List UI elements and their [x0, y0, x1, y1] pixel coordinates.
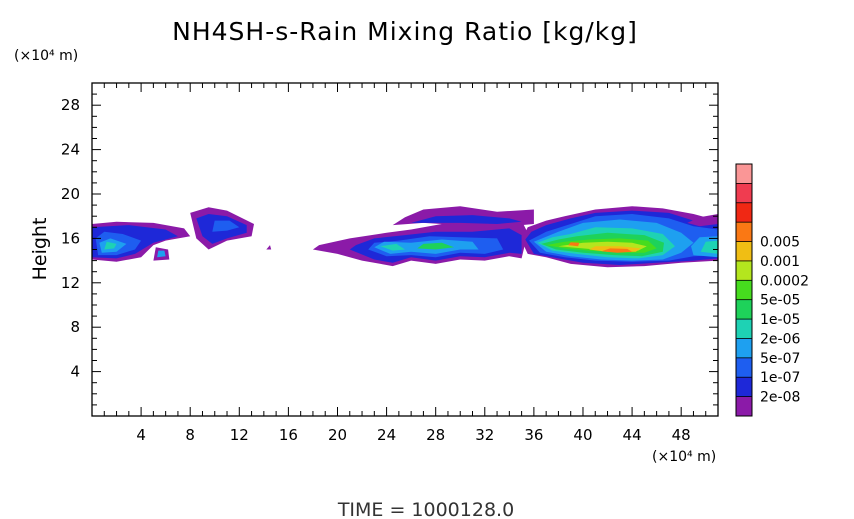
- x-tick-label: 4: [136, 426, 146, 444]
- colorbar-swatch: [736, 183, 752, 203]
- x-tick-label: 48: [672, 426, 691, 444]
- colorbar-label: 0.005: [760, 235, 800, 251]
- x-tick-label: 28: [426, 426, 445, 444]
- colorbar-swatch: [736, 202, 752, 223]
- colorbar-swatch: [736, 319, 752, 339]
- contour-region-4: [104, 241, 117, 250]
- x-tick-label: 12: [230, 426, 249, 444]
- contour-region-32: [687, 214, 718, 227]
- x-axis-unit: (×10⁴ m): [652, 449, 716, 465]
- time-footer: TIME = 1000128.0: [337, 499, 514, 519]
- x-tick-label: 40: [573, 426, 592, 444]
- contour-region-28: [601, 248, 633, 253]
- x-tick-label: 32: [475, 426, 494, 444]
- x-tick-label: 20: [328, 426, 347, 444]
- contour-region-18: [411, 215, 522, 224]
- x-tick-label: 44: [623, 426, 642, 444]
- contour-region-15: [380, 243, 405, 251]
- chart-title: NH4SH-s-Rain Mixing Ratio [kg/kg]: [172, 17, 638, 46]
- contour-region-10: [266, 245, 272, 250]
- colorbar-swatch: [736, 164, 752, 184]
- x-tick-label: 36: [524, 426, 543, 444]
- colorbar-label: 0.0002: [760, 273, 809, 289]
- y-tick-label: 12: [61, 274, 80, 292]
- colorbar-label: 1e-07: [760, 370, 800, 386]
- y-tick-label: 28: [61, 96, 80, 114]
- x-tick-label: 8: [185, 426, 195, 444]
- colorbar-swatch: [736, 280, 752, 300]
- colorbar: 2e-08 1e-07 5e-07 2e-06 1e-05 5e-05 0.0002 0.00…: [735, 163, 809, 417]
- y-tick-label: 16: [61, 229, 80, 247]
- contour-fill-layer: [92, 206, 718, 268]
- y-axis-unit: (×10⁴ m): [14, 48, 78, 64]
- contour-region-9: [212, 220, 240, 232]
- x-tick-label: 24: [377, 426, 396, 444]
- contour-region-16: [417, 242, 455, 250]
- colorbar-swatch: [736, 377, 752, 397]
- colorbar-swatch: [736, 241, 752, 261]
- colorbar-swatch: [736, 260, 752, 281]
- x-tick-label: 16: [279, 426, 298, 444]
- colorbar-swatch: [736, 396, 752, 416]
- colorbar-label: 0.001: [760, 254, 800, 270]
- colorbar-label: 1e-05: [760, 312, 800, 328]
- contour-region-6: [157, 250, 166, 258]
- y-tick-label: 8: [70, 318, 80, 336]
- colorbar-label: 5e-07: [760, 351, 800, 367]
- colorbar-label: 2e-06: [760, 331, 800, 347]
- y-tick-label: 24: [61, 141, 80, 159]
- colorbar-frame: [735, 163, 753, 417]
- y-tick-label: 20: [61, 185, 80, 203]
- colorbar-label: 5e-05: [760, 293, 800, 309]
- y-tick-label: 4: [70, 363, 80, 381]
- contour-region-29: [568, 242, 580, 247]
- contour-region-31: [700, 240, 718, 254]
- colorbar-swatch: [736, 357, 752, 378]
- colorbar-label: 2e-08: [760, 390, 800, 406]
- colorbar-swatch: [736, 222, 752, 242]
- y-axis-label: Height: [29, 218, 51, 281]
- colorbar-swatch: [736, 299, 752, 320]
- colorbar-swatch: [736, 338, 752, 358]
